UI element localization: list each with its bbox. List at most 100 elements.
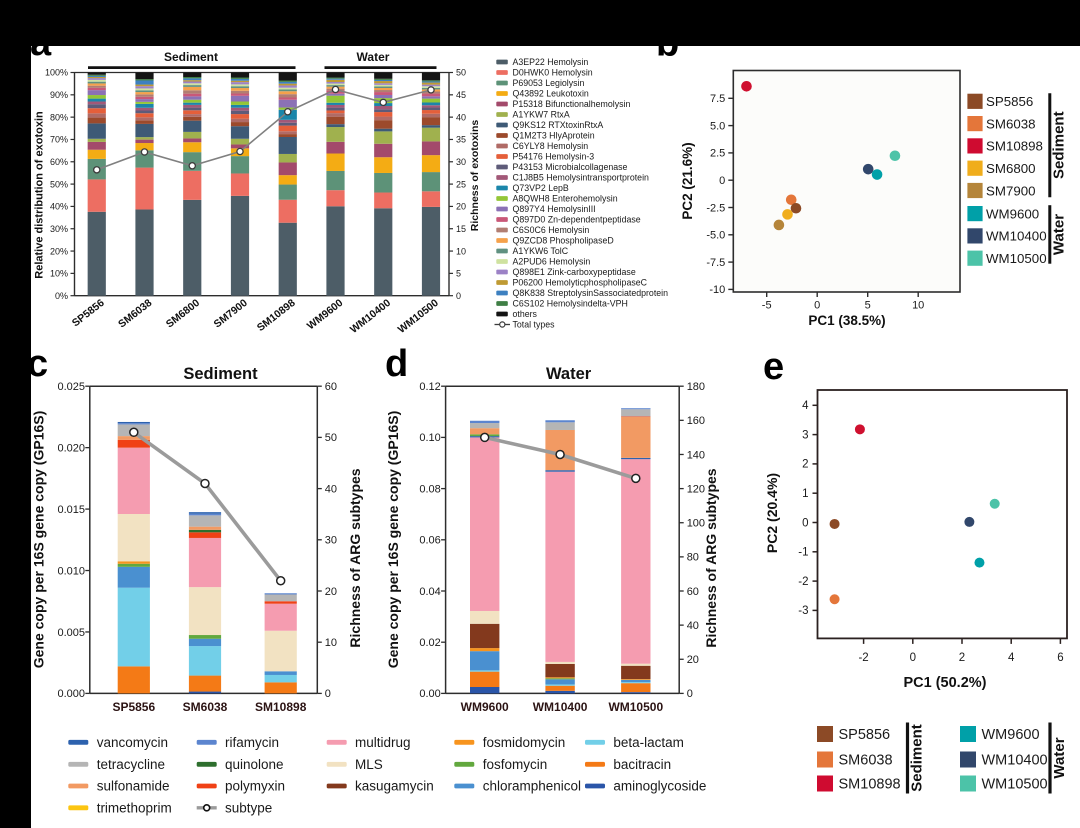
svg-text:20: 20 xyxy=(687,654,699,666)
svg-text:vancomycin: vancomycin xyxy=(97,735,168,750)
svg-text:SP5856: SP5856 xyxy=(986,94,1033,109)
svg-text:0: 0 xyxy=(910,652,916,664)
svg-text:0.12: 0.12 xyxy=(419,381,440,393)
svg-text:fosmidomycin: fosmidomycin xyxy=(483,735,566,750)
svg-text:0: 0 xyxy=(325,688,331,700)
svg-text:WM10500: WM10500 xyxy=(608,700,663,714)
svg-text:-7.5: -7.5 xyxy=(706,257,725,269)
svg-text:Gene copy per 16S gene copy (: Gene copy per 16S gene copy (GP16S) xyxy=(385,411,401,669)
svg-text:SM10898: SM10898 xyxy=(986,139,1043,154)
svg-text:3: 3 xyxy=(802,429,808,441)
svg-text:30: 30 xyxy=(456,157,466,167)
svg-text:WM9600: WM9600 xyxy=(986,206,1039,221)
svg-text:SM6038: SM6038 xyxy=(183,700,228,714)
svg-text:SM7900: SM7900 xyxy=(986,183,1036,198)
svg-text:45: 45 xyxy=(456,90,466,100)
svg-text:Q43892 Leukotoxin: Q43892 Leukotoxin xyxy=(513,89,589,99)
svg-text:kasugamycin: kasugamycin xyxy=(355,779,434,794)
svg-text:50%: 50% xyxy=(50,179,68,189)
svg-text:A2PUD6 Hemolysin: A2PUD6 Hemolysin xyxy=(513,257,591,267)
svg-text:Richness of ARG subtypes: Richness of ARG subtypes xyxy=(703,468,719,647)
svg-text:SM10898: SM10898 xyxy=(255,700,307,714)
svg-text:polymyxin: polymyxin xyxy=(225,779,285,794)
svg-text:2.5: 2.5 xyxy=(710,148,725,160)
svg-text:1: 1 xyxy=(802,488,808,500)
svg-text:-5: -5 xyxy=(762,300,772,312)
svg-text:20: 20 xyxy=(325,586,337,598)
svg-text:A1YKW6 TolC: A1YKW6 TolC xyxy=(513,246,569,256)
svg-text:PC1 (50.2%): PC1 (50.2%) xyxy=(903,675,986,691)
svg-text:160: 160 xyxy=(687,415,705,427)
svg-text:0: 0 xyxy=(456,291,461,301)
svg-text:60: 60 xyxy=(325,381,337,393)
svg-text:70%: 70% xyxy=(50,135,68,145)
svg-text:Q9ZCD8 PhospholipaseD: Q9ZCD8 PhospholipaseD xyxy=(513,236,614,246)
svg-text:0.015: 0.015 xyxy=(57,504,85,516)
svg-text:SM6038: SM6038 xyxy=(986,116,1036,131)
svg-text:-5.0: -5.0 xyxy=(706,230,725,242)
svg-text:quinolone: quinolone xyxy=(225,757,284,772)
svg-text:120: 120 xyxy=(687,483,705,495)
svg-text:-10: -10 xyxy=(709,284,725,296)
svg-text:P06200 HemolyticphospholipaseC: P06200 HemolyticphospholipaseC xyxy=(513,278,648,288)
svg-text:d: d xyxy=(385,343,408,385)
svg-text:multidrug: multidrug xyxy=(355,735,411,750)
svg-text:WM9600: WM9600 xyxy=(461,700,509,714)
svg-text:WM10400: WM10400 xyxy=(982,753,1048,769)
svg-text:rifamycin: rifamycin xyxy=(225,735,279,750)
svg-text:0.10: 0.10 xyxy=(419,432,440,444)
svg-text:SM6038: SM6038 xyxy=(839,753,893,769)
svg-text:0.010: 0.010 xyxy=(57,565,85,577)
svg-text:Richness of ARG subtypes: Richness of ARG subtypes xyxy=(347,468,363,647)
svg-text:e: e xyxy=(763,346,784,388)
svg-text:140: 140 xyxy=(687,449,705,461)
svg-text:0: 0 xyxy=(802,517,808,529)
svg-text:35: 35 xyxy=(456,135,466,145)
svg-text:0: 0 xyxy=(687,688,693,700)
svg-text:Q1M2T3 HlyAprotein: Q1M2T3 HlyAprotein xyxy=(513,131,595,141)
svg-text:WM10500: WM10500 xyxy=(982,777,1048,793)
svg-text:-2: -2 xyxy=(858,652,868,664)
svg-text:40: 40 xyxy=(456,112,466,122)
svg-text:100: 100 xyxy=(687,518,705,530)
svg-text:80%: 80% xyxy=(50,112,68,122)
svg-text:Gene copy per 16S gene copy (: Gene copy per 16S gene copy (GP16S) xyxy=(31,411,47,669)
svg-text:Sediment: Sediment xyxy=(1051,111,1068,179)
svg-text:sulfonamide: sulfonamide xyxy=(97,779,170,794)
svg-text:-2.5: -2.5 xyxy=(706,202,725,214)
svg-text:0.005: 0.005 xyxy=(57,627,85,639)
svg-text:SM6800: SM6800 xyxy=(986,161,1036,176)
svg-text:4: 4 xyxy=(802,400,809,412)
svg-text:10: 10 xyxy=(325,637,337,649)
svg-text:Total types: Total types xyxy=(513,320,556,330)
svg-text:Q73VP2 LepB: Q73VP2 LepB xyxy=(513,183,569,193)
svg-text:2: 2 xyxy=(802,459,808,471)
svg-text:100%: 100% xyxy=(45,68,68,78)
svg-text:0%: 0% xyxy=(55,291,68,301)
svg-text:50: 50 xyxy=(325,432,337,444)
svg-text:0.020: 0.020 xyxy=(57,442,85,454)
svg-text:beta-lactam: beta-lactam xyxy=(613,735,684,750)
svg-text:WM10500: WM10500 xyxy=(986,251,1047,266)
svg-text:trimethoprim: trimethoprim xyxy=(97,800,172,815)
svg-text:others: others xyxy=(513,309,538,319)
svg-text:aminoglycoside: aminoglycoside xyxy=(613,779,706,794)
svg-text:A3EP22 Hemolysin: A3EP22 Hemolysin xyxy=(513,57,589,67)
svg-text:0.04: 0.04 xyxy=(419,586,440,598)
svg-text:C6S0C6 Hemolysin: C6S0C6 Hemolysin xyxy=(513,225,590,235)
svg-text:c: c xyxy=(27,343,48,385)
svg-text:0.02: 0.02 xyxy=(419,637,440,649)
svg-text:WM9600: WM9600 xyxy=(982,727,1040,743)
svg-text:P54176 Hemolysin-3: P54176 Hemolysin-3 xyxy=(513,152,595,162)
svg-text:SP5856: SP5856 xyxy=(112,700,155,714)
svg-text:Q8K838 StreptolysinSassociated: Q8K838 StreptolysinSassociatedprotein xyxy=(513,288,669,298)
svg-text:Sediment: Sediment xyxy=(909,724,926,792)
svg-text:20: 20 xyxy=(456,202,466,212)
svg-text:Relative distribution of exoto: Relative distribution of exotoxin xyxy=(34,111,46,279)
svg-text:-1: -1 xyxy=(798,547,808,559)
svg-text:0.06: 0.06 xyxy=(419,535,440,547)
svg-text:Water: Water xyxy=(1051,214,1068,255)
svg-text:-3: -3 xyxy=(798,605,808,617)
svg-text:40: 40 xyxy=(687,620,699,632)
svg-text:60%: 60% xyxy=(50,157,68,167)
